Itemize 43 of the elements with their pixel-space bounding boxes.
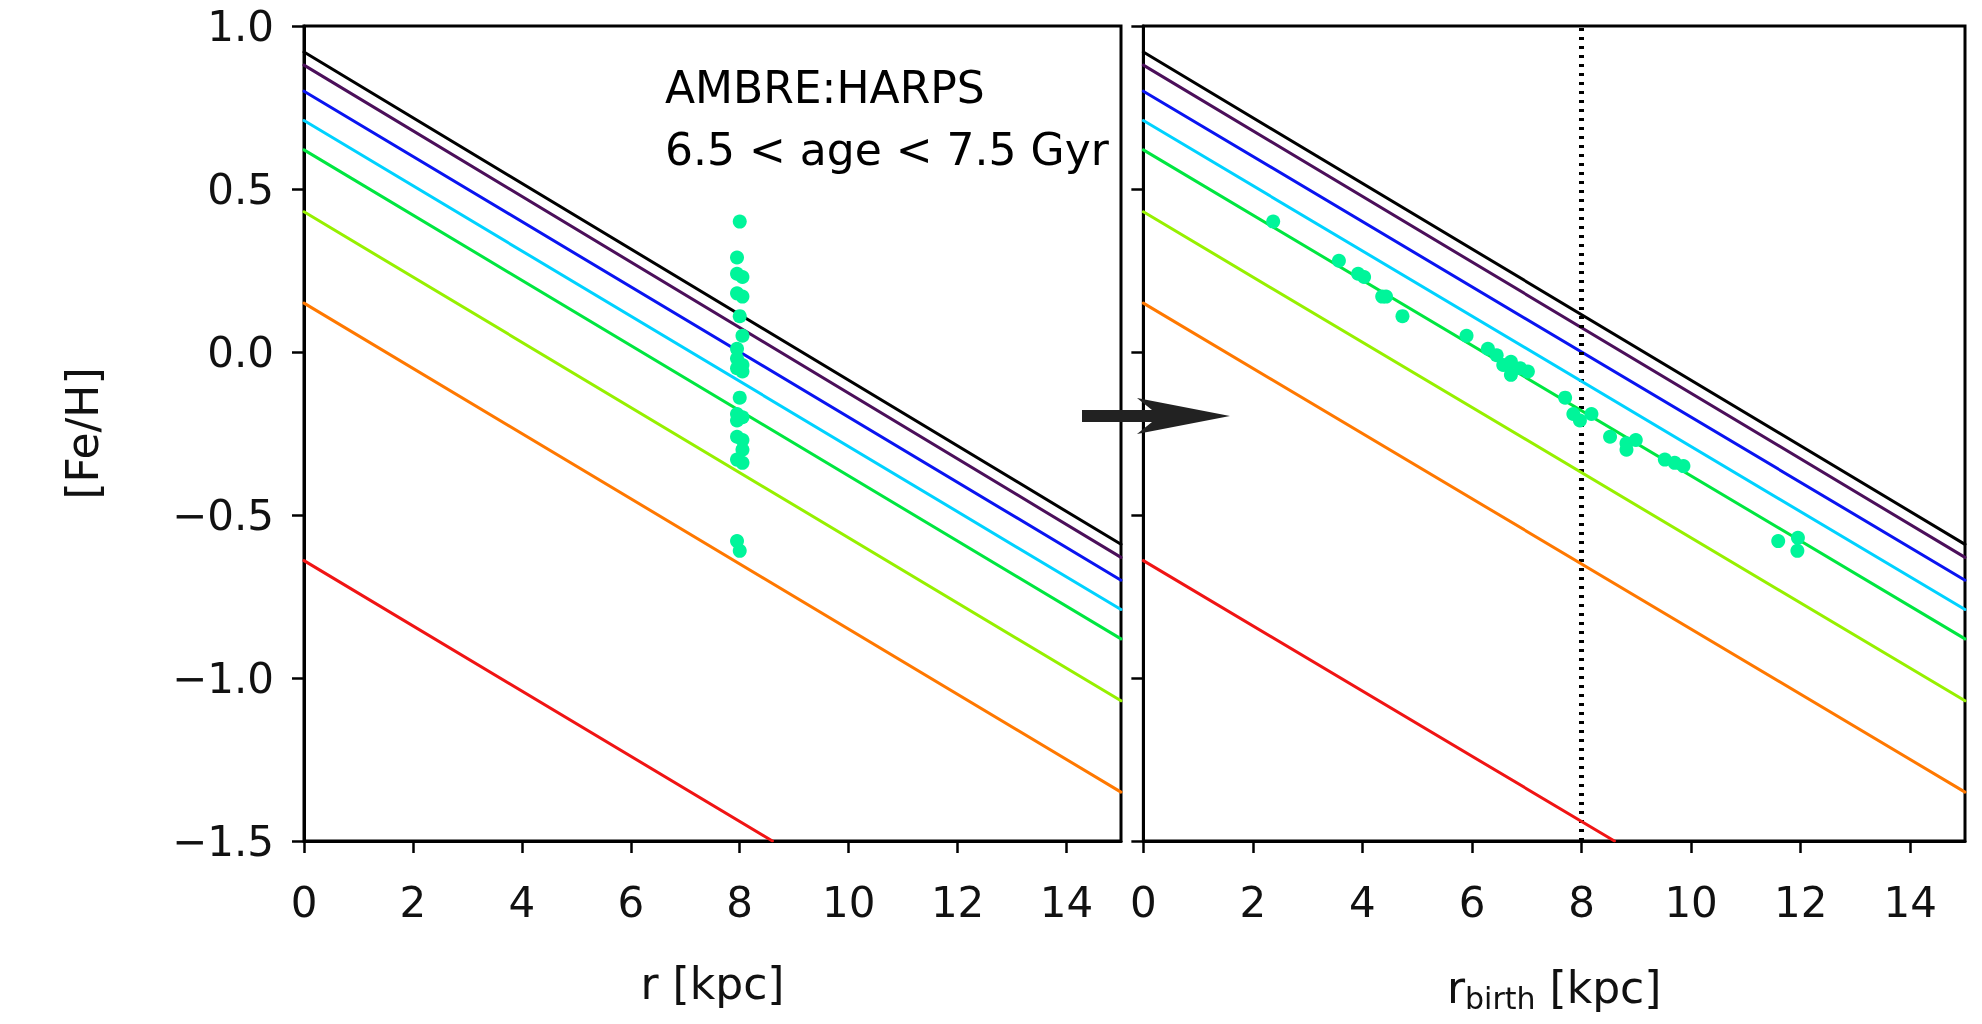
point [1628, 433, 1643, 448]
y-tick-label: 0.0 [207, 327, 274, 377]
annotation: AMBRE:HARPS [665, 61, 985, 113]
point [1790, 530, 1805, 545]
point [1676, 459, 1691, 474]
point [1459, 328, 1474, 343]
x-tick-label: 0 [1129, 877, 1157, 927]
point [1558, 390, 1573, 405]
x-tick-label: 6 [1458, 877, 1486, 927]
x-tick-label: 10 [1664, 877, 1718, 927]
point [1603, 429, 1618, 444]
point [1572, 413, 1587, 428]
x-tick-label: 8 [726, 877, 754, 927]
point [1771, 534, 1786, 549]
y-tick-label: 0.5 [207, 164, 274, 214]
point [1790, 543, 1805, 558]
y-tick-label: −1.5 [172, 816, 274, 866]
x-tick-label: 14 [1039, 877, 1094, 927]
y-axis-title: [Fe/H] [56, 367, 108, 500]
x-tick-label: 4 [508, 877, 536, 927]
y-tick-label: 1.0 [207, 1, 274, 51]
point [1331, 253, 1346, 268]
point [1584, 406, 1599, 421]
x-tick-label: 2 [399, 877, 427, 927]
point [1520, 364, 1535, 379]
point [1357, 270, 1372, 285]
x-tick-label: 12 [930, 877, 985, 927]
y-tick-label: −1.0 [172, 653, 274, 703]
x-tick-label: 4 [1349, 877, 1376, 927]
annotation: 6.5 < age < 7.5 Gyr [665, 123, 1110, 175]
point [1489, 348, 1504, 363]
x-tick-label: 14 [1883, 877, 1937, 927]
x-tick-label: 10 [821, 877, 876, 927]
x-tick-label: 6 [617, 877, 645, 927]
x-tick-label: 2 [1239, 877, 1267, 927]
point [1266, 214, 1281, 229]
y-tick-label: −0.5 [172, 490, 274, 540]
point [1395, 309, 1410, 324]
x-axis-title: r [kpc] [640, 957, 785, 1009]
x-tick-label: 8 [1568, 877, 1595, 927]
point [1503, 367, 1518, 382]
x-tick-label: 12 [1773, 877, 1828, 927]
x-tick-label: 0 [290, 877, 318, 927]
